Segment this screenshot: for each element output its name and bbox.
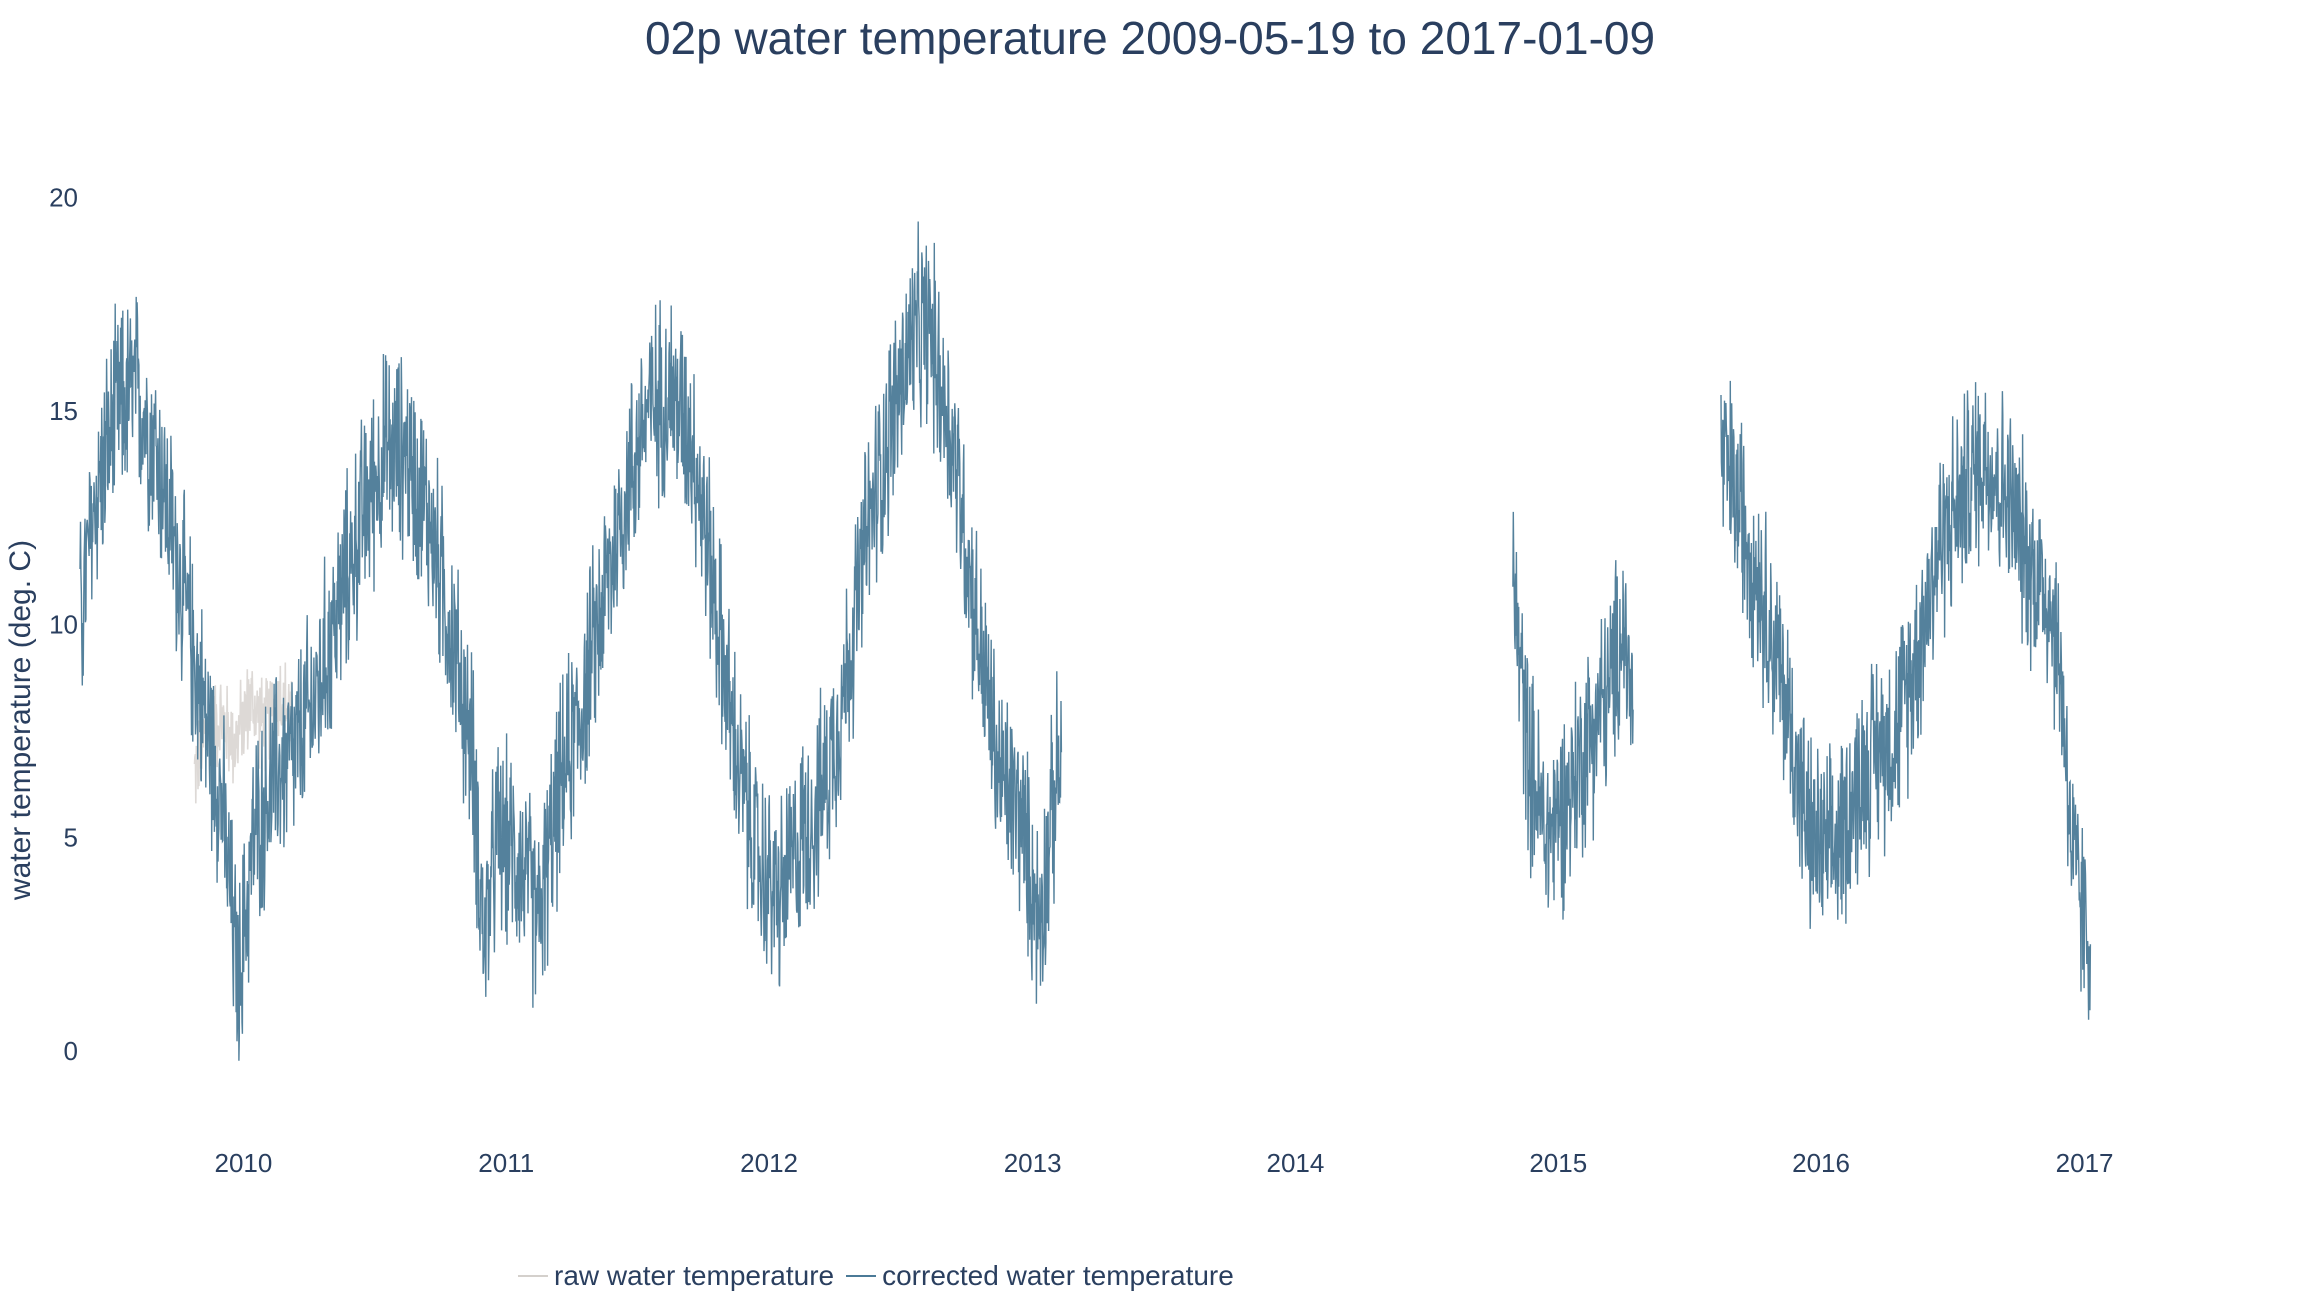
y-axis-title: water temperature (deg. C) — [4, 540, 37, 901]
x-axis-ticks: 2010 2011 2012 2013 2014 2015 2016 2017 — [215, 1148, 2114, 1178]
legend-item-raw[interactable]: raw water temperature — [518, 1260, 834, 1292]
x-tick-label-2014: 2014 — [1267, 1148, 1325, 1178]
plot-area — [79, 221, 2092, 1061]
x-tick-label-2010: 2010 — [215, 1148, 273, 1178]
y-axis-ticks: 0 5 10 15 20 — [49, 183, 78, 1066]
y-tick-label-15: 15 — [49, 396, 78, 426]
chart-title: 02p water temperature 2009-05-19 to 2017… — [644, 12, 1656, 64]
legend-swatch — [518, 1275, 548, 1277]
legend-label: raw water temperature — [554, 1260, 835, 1291]
x-tick-label-2017: 2017 — [2056, 1148, 2114, 1178]
legend-item-corrected[interactable]: corrected water temperature — [846, 1260, 1234, 1292]
legend: raw water temperature corrected water tem… — [518, 1258, 1246, 1294]
x-tick-label-2015: 2015 — [1529, 1148, 1587, 1178]
legend-label: corrected water temperature — [882, 1260, 1234, 1291]
x-tick-label-2012: 2012 — [740, 1148, 798, 1178]
x-tick-label-2013: 2013 — [1004, 1148, 1062, 1178]
series-line-corrected-segment-2 — [1512, 511, 1634, 920]
series-corrected — [79, 221, 2092, 1061]
y-tick-label-20: 20 — [49, 183, 78, 213]
x-tick-label-2011: 2011 — [478, 1148, 534, 1178]
y-tick-label-0: 0 — [64, 1036, 78, 1066]
y-tick-label-10: 10 — [49, 609, 78, 639]
series-line-corrected-segment-1 — [79, 221, 1063, 1061]
legend-swatch — [846, 1275, 877, 1277]
y-tick-label-5: 5 — [64, 823, 78, 853]
x-tick-label-2016: 2016 — [1792, 1148, 1850, 1178]
series-line-corrected-segment-3 — [1720, 380, 2092, 1020]
